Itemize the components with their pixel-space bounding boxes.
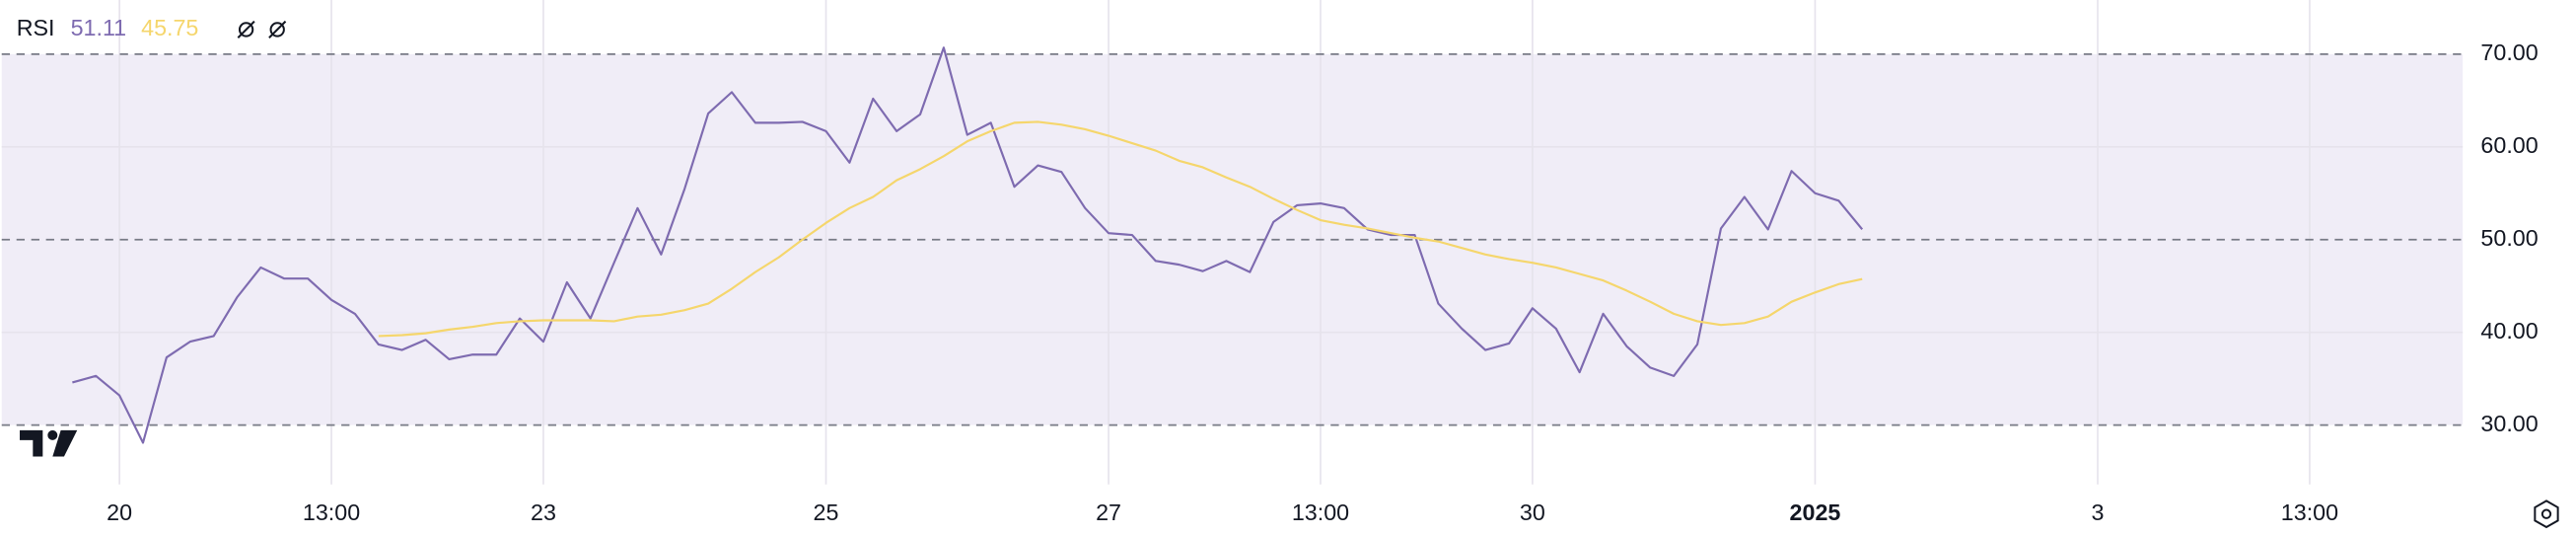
- settings-icon[interactable]: [2534, 499, 2559, 529]
- x-tick-label: 23: [531, 499, 556, 525]
- logo-part: [20, 429, 43, 457]
- x-tick-label: 20: [107, 499, 132, 525]
- settings-hex: [2534, 499, 2559, 529]
- x-tick-label: 25: [814, 499, 839, 525]
- hide-icon[interactable]: [269, 22, 285, 38]
- x-tick-label: 13:00: [1292, 499, 1349, 525]
- series-line: [72, 46, 1864, 444]
- legend-icons: [237, 20, 287, 38]
- y-tick-label: 30.00: [2480, 411, 2538, 436]
- legend-value: 45.75: [141, 15, 198, 40]
- series-line: [378, 120, 1863, 338]
- legend-value: 51.11: [71, 15, 127, 40]
- legend-title: RSI: [17, 15, 55, 40]
- settings-dot: [2540, 508, 2552, 519]
- x-tick-label: 2025: [1790, 499, 1841, 525]
- x-tick-label: 27: [1096, 499, 1121, 525]
- x-tick-label: 3: [2092, 499, 2105, 525]
- y-tick-label: 60.00: [2480, 132, 2538, 158]
- y-tick-label: 70.00: [2480, 39, 2538, 65]
- hide-icon-slash: [237, 20, 255, 38]
- x-tick-label: 13:00: [303, 499, 360, 525]
- hide-icon-slash: [268, 20, 287, 38]
- tradingview-logo[interactable]: [20, 429, 78, 457]
- x-tick-label: 30: [1520, 499, 1545, 525]
- x-tick-label: 13:00: [2281, 499, 2338, 525]
- y-tick-label: 50.00: [2480, 225, 2538, 251]
- logo-part: [47, 429, 58, 440]
- hide-icon[interactable]: [238, 22, 254, 38]
- plot-area: [1, 0, 2464, 485]
- y-tick-label: 40.00: [2480, 318, 2538, 344]
- logo-part: [52, 429, 78, 457]
